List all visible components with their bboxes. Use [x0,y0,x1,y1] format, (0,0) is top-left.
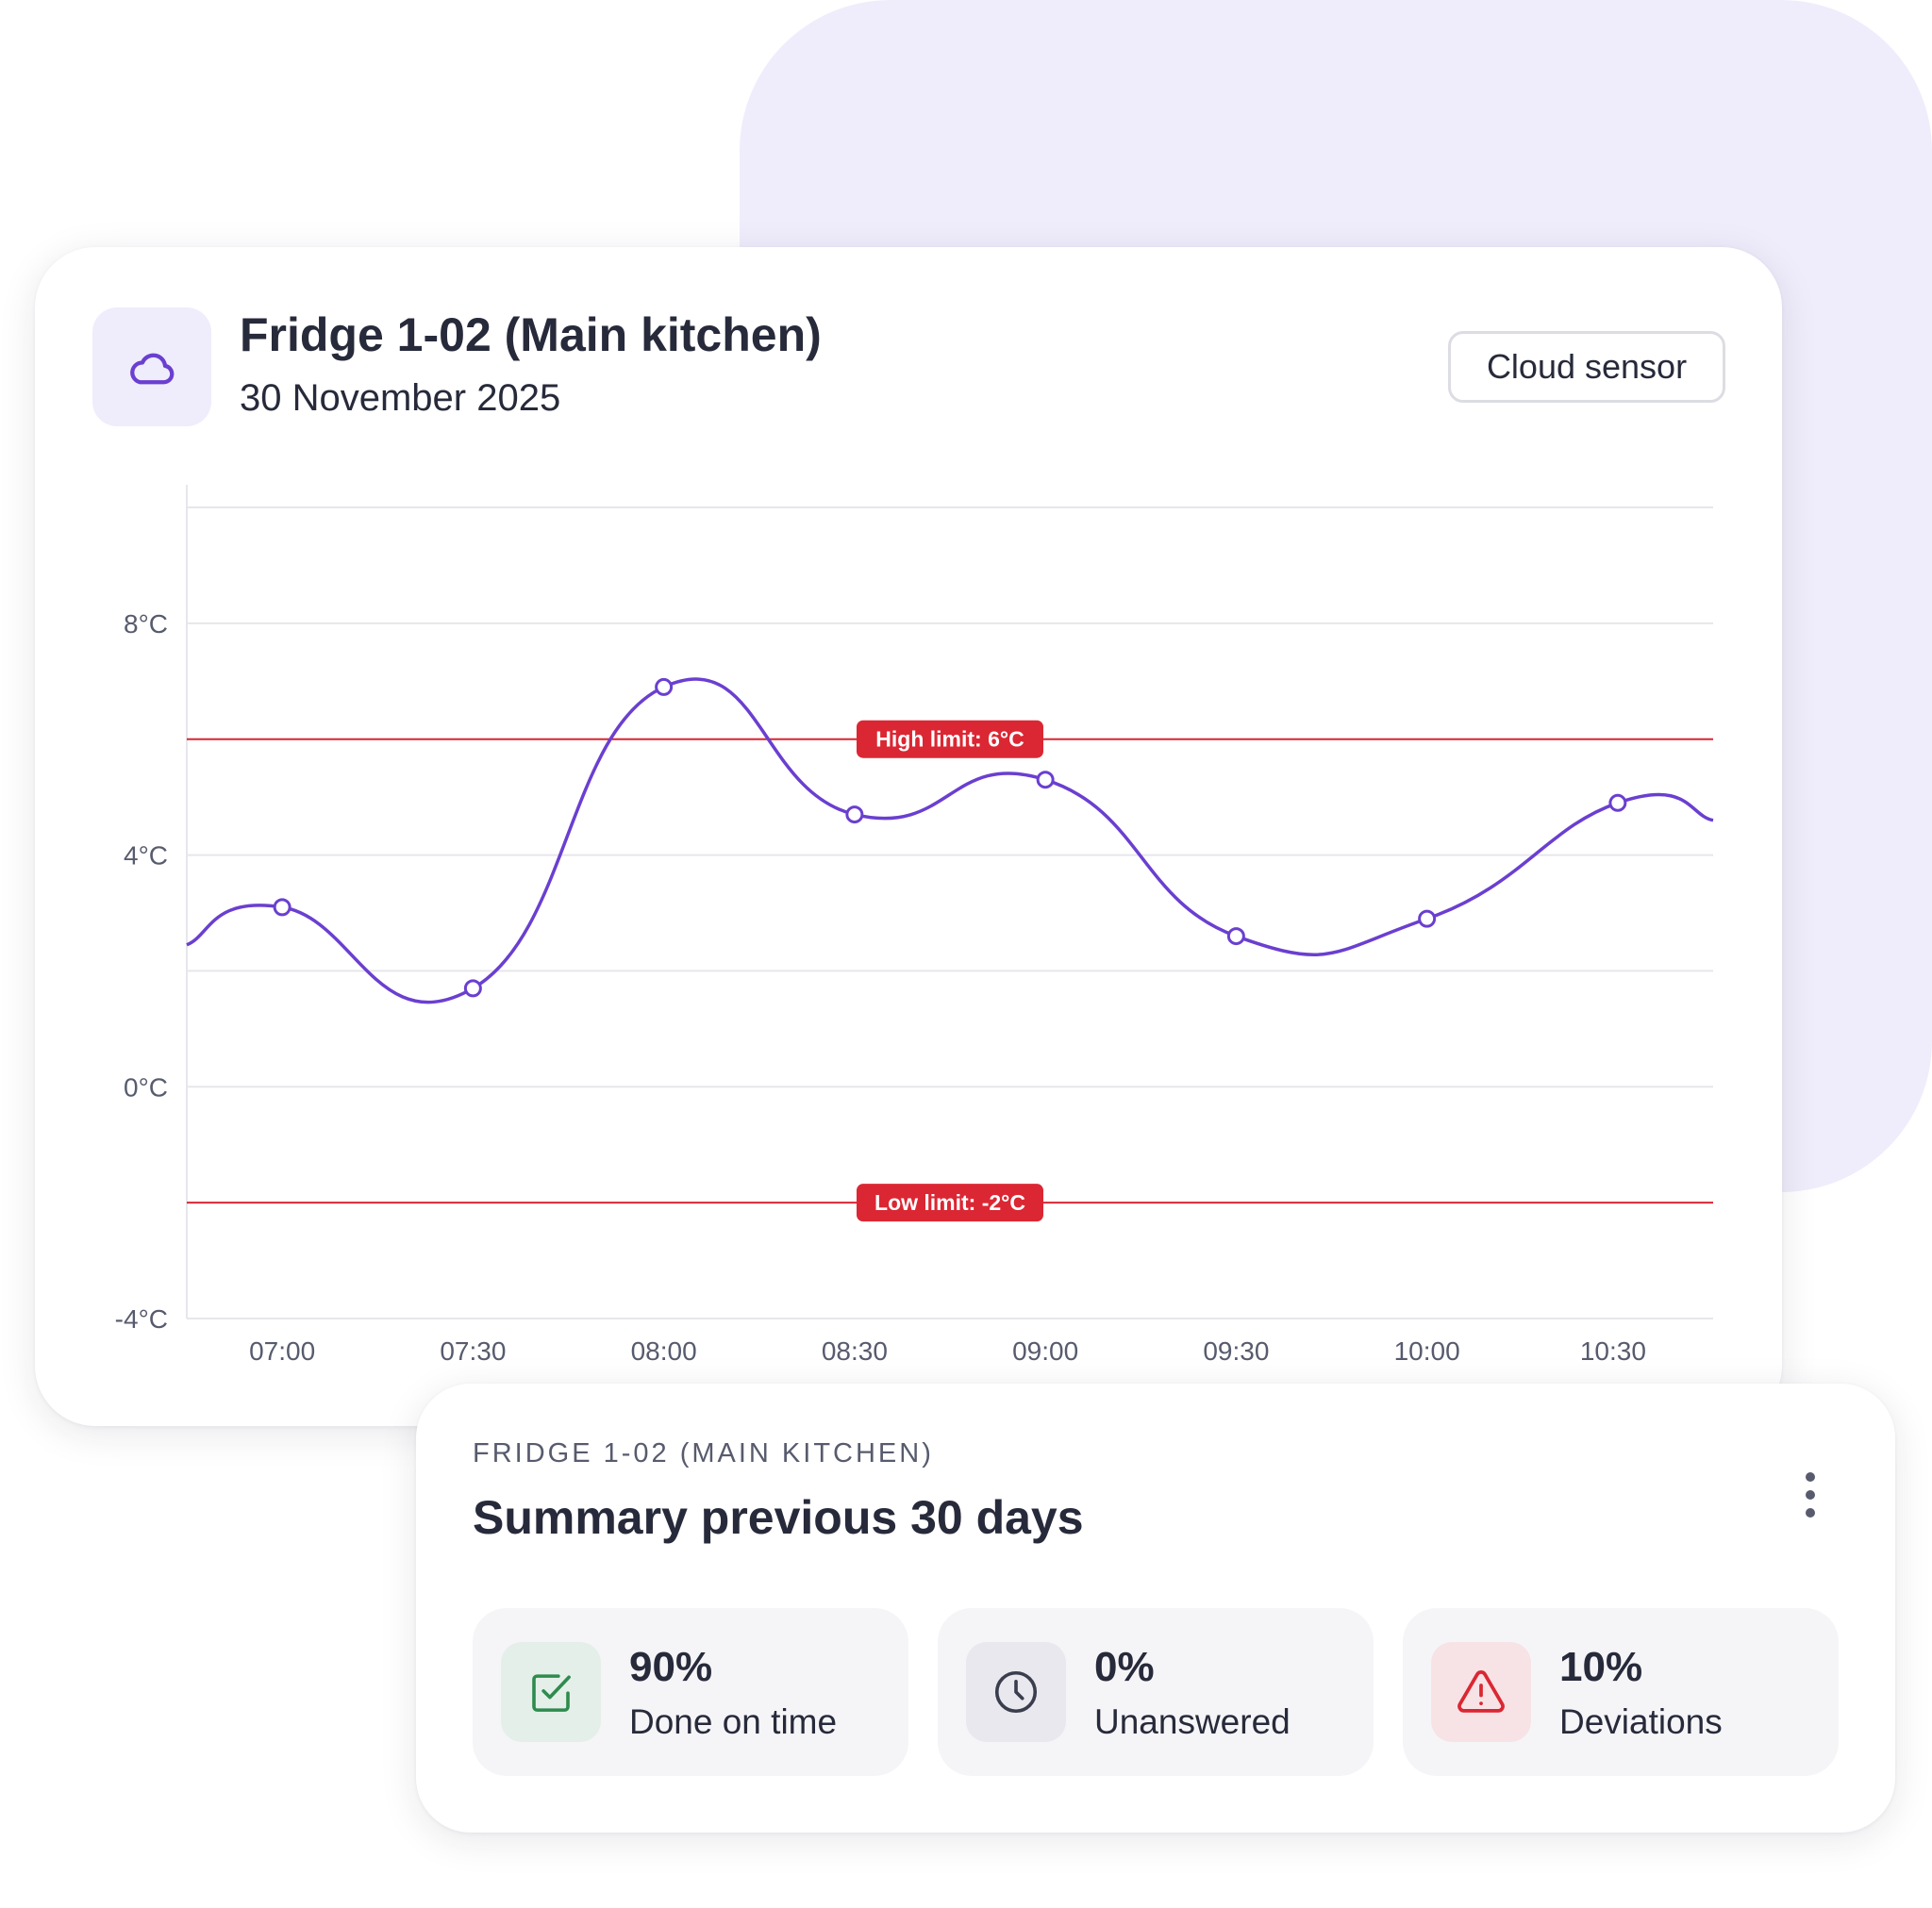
more-vertical-icon-dot [1806,1472,1815,1482]
y-tick-label: 4°C [124,841,168,871]
y-tick-label: 8°C [124,609,168,639]
x-tick-label: 07:30 [440,1336,506,1366]
more-vertical-icon-dot [1806,1490,1815,1500]
limit-label-box [857,720,1043,758]
stat-unanswered: 0% Unanswered [938,1608,1374,1776]
sensor-chart-card [35,247,1782,1426]
stat-value: 0% [1094,1644,1155,1690]
summary-title: Summary previous 30 days [473,1491,1084,1544]
data-point [273,898,291,917]
limit-label: High limit: 6°C [875,727,1024,752]
y-tick-label: -4°C [115,1304,168,1334]
temperature-chart: 8°C 4°C 0°C -4°C 07:00 07:30 08:00 08:30 09:00 09… [115,485,1714,1366]
data-point [845,805,864,824]
more-options-button[interactable] [1792,1467,1828,1523]
warning-icon [1457,1670,1505,1713]
stat-label: Deviations [1559,1702,1723,1741]
stat-label: Unanswered [1094,1702,1291,1741]
more-vertical-icon-dot [1806,1508,1815,1518]
summary-subtitle: FRIDGE 1-02 (MAIN KITCHEN) [473,1438,934,1468]
x-tick-label: 09:30 [1203,1336,1269,1366]
x-tick-label: 10:30 [1580,1336,1646,1366]
stat-icon-box [966,1642,1066,1742]
stat-deviations: 10% Deviations [1403,1608,1839,1776]
x-tick-label: 10:00 [1394,1336,1460,1366]
clock-icon [994,1670,1038,1714]
cloud-sensor-badge[interactable]: Cloud sensor [1448,331,1725,403]
stat-value: 90% [629,1644,713,1690]
stat-value: 10% [1559,1644,1643,1690]
x-tick-label: 09:00 [1012,1336,1078,1366]
stat-icon-box [1431,1642,1531,1742]
data-point [1418,909,1437,928]
data-point [463,979,482,998]
sensor-date: 30 November 2025 [240,377,561,419]
limit-label-box [857,1184,1043,1222]
data-point [1608,793,1627,812]
temperature-line [186,677,1714,1004]
stat-done-on-time: 90% Done on time [473,1608,908,1776]
check-square-icon [532,1674,571,1712]
sensor-title: Fridge 1-02 (Main kitchen) [240,308,822,361]
stat-label: Done on time [629,1702,838,1741]
limit-label: Low limit: -2°C [874,1190,1025,1215]
data-point [1036,771,1055,789]
sensor-icon-tile [92,307,211,426]
cloud-icon [130,353,175,385]
x-tick-label: 07:00 [249,1336,315,1366]
x-tick-label: 08:30 [822,1336,888,1366]
stat-icon-box [501,1642,601,1742]
y-tick-label: 0°C [124,1072,168,1102]
x-tick-label: 08:00 [631,1336,697,1366]
data-point [1226,927,1245,946]
data-point [655,677,674,696]
